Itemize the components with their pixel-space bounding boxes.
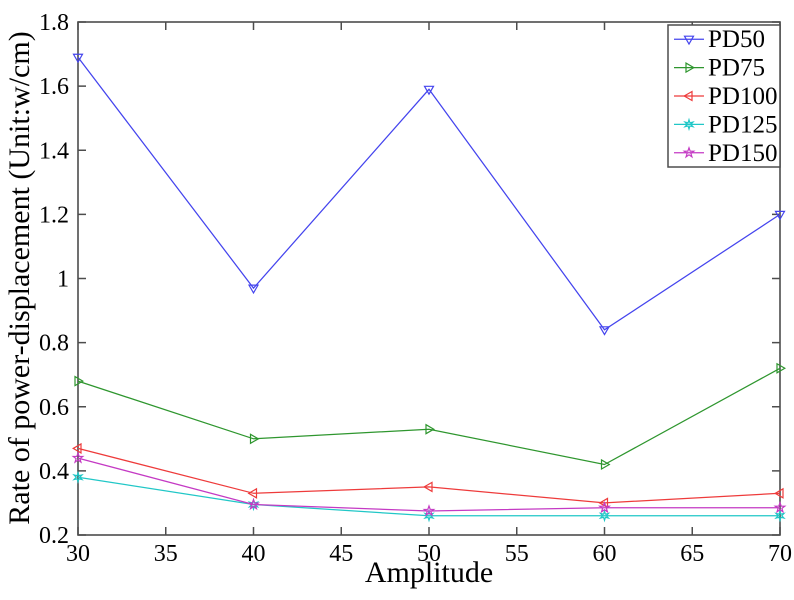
y-tick-label: 1.2 [39, 202, 69, 228]
y-tick-label: 1.6 [39, 74, 69, 100]
x-tick-label: 50 [417, 541, 441, 567]
x-tick-label: 35 [154, 541, 178, 567]
marker-PD125 [423, 509, 435, 523]
x-tick-label: 60 [593, 541, 617, 567]
marker-PD75 [425, 423, 436, 435]
series-PD150 [71, 451, 787, 517]
marker-PD50 [72, 53, 84, 64]
legend-marker-PD50 [683, 35, 695, 46]
legend-item-PD50: PD50 [674, 26, 765, 53]
legend-label-PD125: PD125 [708, 111, 777, 138]
legend-marker-PD100 [682, 90, 693, 102]
x-axis-label: Amplitude [364, 556, 494, 589]
y-tick-label: 0.8 [39, 331, 69, 357]
marker-PD75 [600, 458, 611, 471]
legend-item-PD75: PD75 [674, 55, 765, 82]
marker-PD125 [774, 509, 786, 523]
legend-marker-PD125 [683, 117, 695, 132]
marker-PD150 [422, 504, 436, 517]
marker-PD125 [72, 470, 84, 485]
marker-PD50 [247, 284, 260, 295]
series-PD100 [71, 442, 784, 509]
legend-item-PD150: PD150 [674, 140, 777, 167]
y-tick-label: 0.6 [39, 395, 69, 421]
x-tick-label: 30 [66, 541, 90, 567]
marker-PD50 [423, 85, 435, 96]
marker-PD150 [247, 497, 260, 511]
marker-PD75 [249, 433, 260, 445]
series-PD50 [72, 53, 786, 336]
x-tick-label: 65 [680, 541, 704, 567]
x-tick-label: 45 [329, 541, 353, 567]
x-tick-label: 70 [768, 541, 792, 567]
series-line-PD50 [77, 56, 781, 331]
legend-marker-PD150 [682, 145, 696, 159]
y-tick-label: 0.2 [39, 523, 69, 549]
marker-PD125 [598, 509, 611, 523]
series-line-PD75 [77, 367, 781, 466]
series-PD125 [72, 470, 786, 523]
legend-label-PD100: PD100 [708, 83, 777, 110]
legend-item-PD100: PD100 [674, 83, 777, 110]
marker-PD150 [71, 451, 85, 464]
marker-PD150 [773, 500, 787, 514]
legend-label-PD150: PD150 [708, 140, 777, 167]
y-tick-label: 1.4 [39, 138, 69, 164]
y-tick-label: 0.4 [39, 459, 69, 485]
marker-PD100 [422, 481, 433, 493]
legend-label-PD50: PD50 [708, 26, 765, 53]
marker-PD100 [773, 487, 784, 499]
marker-PD125 [247, 497, 260, 512]
x-tick-label: 40 [242, 541, 266, 567]
legend-item-PD125: PD125 [674, 111, 777, 138]
marker-PD75 [74, 375, 85, 387]
marker-PD50 [774, 210, 786, 221]
series-PD75 [74, 362, 787, 471]
marker-PD100 [247, 487, 258, 499]
series-line-PD150 [77, 457, 780, 512]
marker-PD100 [71, 442, 82, 454]
y-tick-label: 1.8 [39, 10, 69, 36]
marker-PD75 [776, 362, 787, 374]
marker-PD50 [598, 326, 611, 336]
series-line-PD100 [77, 447, 781, 504]
legend-marker-PD75 [685, 62, 696, 74]
legend-label-PD75: PD75 [708, 55, 765, 82]
marker-PD150 [597, 500, 612, 514]
y-axis-label: Rate of power-displacement (Unit:w/cm) [3, 31, 36, 525]
series-line-PD125 [77, 476, 780, 517]
y-tick-label: 1 [57, 267, 69, 293]
x-tick-label: 55 [505, 541, 529, 567]
